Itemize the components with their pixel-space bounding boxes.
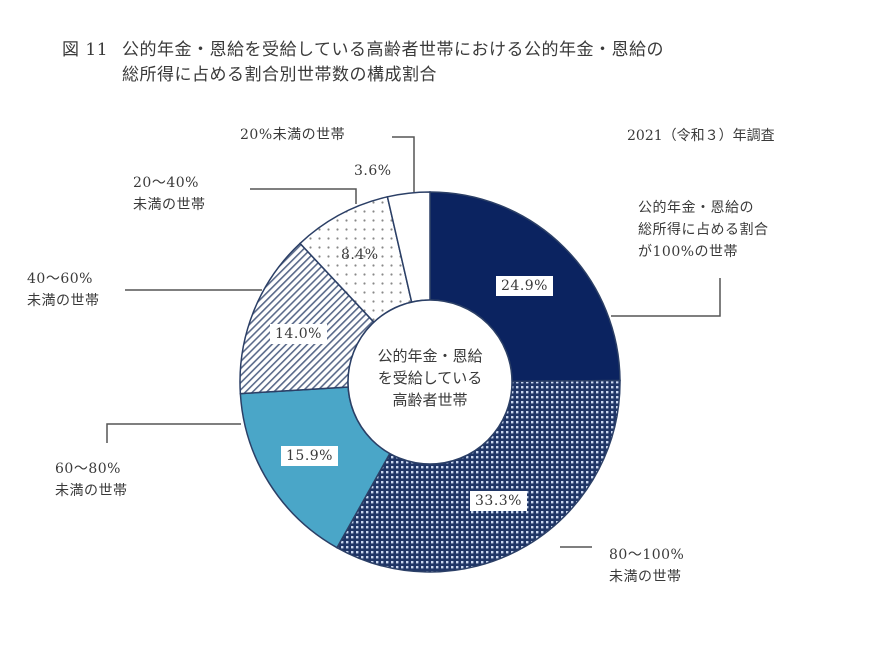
leader-100 bbox=[611, 278, 721, 317]
pct-label-20-40: 8.4% bbox=[341, 247, 379, 263]
pct-label-80-100: 33.3% bbox=[470, 491, 527, 511]
label-line: 未満の世帯 bbox=[27, 293, 100, 309]
category-label-40-60: 40～60% 未満の世帯 bbox=[27, 268, 100, 312]
donut-hole bbox=[347, 299, 513, 465]
chart-title: 図 11 公的年金・恩給を受給している高齢者世帯における公的年金・恩給の 総所得に… bbox=[62, 38, 664, 88]
pct-label-60-80: 15.9% bbox=[281, 446, 338, 466]
pct-label-0-20: 3.6% bbox=[354, 163, 392, 179]
label-line: が100%の世帯 bbox=[638, 244, 739, 260]
leader-20-40 bbox=[250, 188, 357, 204]
pct-label-100: 24.9% bbox=[496, 276, 553, 296]
category-label-100: 公的年金・恩給の 総所得に占める割合 が100%の世帯 bbox=[638, 197, 769, 263]
label-line: 20%未満の世帯 bbox=[240, 127, 346, 143]
title-line-1: 公的年金・恩給を受給している高齢者世帯における公的年金・恩給の bbox=[122, 40, 664, 60]
label-line: 40～60% bbox=[27, 271, 93, 287]
label-line: 未満の世帯 bbox=[133, 197, 206, 213]
category-label-0-20: 20%未満の世帯 bbox=[240, 124, 345, 146]
center-label: 公的年金・恩給 を受給している 高齢者世帯 bbox=[348, 345, 512, 411]
survey-note: 2021（令和３）年調査 bbox=[627, 128, 775, 144]
category-label-80-100: 80～100% 未満の世帯 bbox=[609, 544, 684, 588]
category-label-20-40: 20～40% 未満の世帯 bbox=[133, 172, 206, 216]
center-line-2: を受給している bbox=[377, 369, 483, 387]
label-line: 60～80% bbox=[55, 461, 121, 477]
pct-label-40-60: 14.0% bbox=[270, 324, 327, 344]
label-line: 未満の世帯 bbox=[55, 483, 128, 499]
leader-0-20 bbox=[392, 136, 415, 192]
center-line-3: 高齢者世帯 bbox=[392, 391, 468, 409]
label-line: 20～40% bbox=[133, 175, 199, 191]
label-line: 80～100% bbox=[609, 547, 685, 563]
label-line: 総所得に占める割合 bbox=[638, 222, 769, 238]
category-label-60-80: 60～80% 未満の世帯 bbox=[55, 458, 128, 502]
title-line-2: 総所得に占める割合別世帯数の構成割合 bbox=[122, 65, 437, 85]
label-line: 公的年金・恩給の bbox=[638, 200, 754, 216]
leader-lines bbox=[106, 136, 721, 548]
leader-60-80 bbox=[106, 423, 241, 443]
label-line: 未満の世帯 bbox=[609, 569, 682, 585]
figure-number: 図 11 bbox=[62, 40, 109, 60]
center-line-1: 公的年金・恩給 bbox=[377, 347, 483, 365]
